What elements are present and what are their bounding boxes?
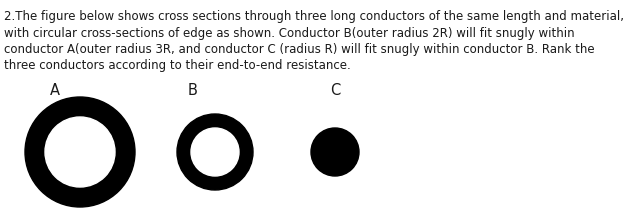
Ellipse shape: [25, 97, 135, 207]
Text: three conductors according to their end-to-end resistance.: three conductors according to their end-…: [4, 60, 351, 73]
Text: A: A: [50, 83, 60, 98]
Text: with circular cross-sections of edge as shown. Conductor B(outer radius 2R) will: with circular cross-sections of edge as …: [4, 27, 575, 40]
Ellipse shape: [45, 117, 115, 187]
Ellipse shape: [311, 128, 359, 176]
Text: B: B: [188, 83, 198, 98]
Text: 2.The figure below shows cross sections through three long conductors of the sam: 2.The figure below shows cross sections …: [4, 10, 624, 23]
Text: C: C: [330, 83, 340, 98]
Ellipse shape: [191, 128, 239, 176]
Ellipse shape: [177, 114, 253, 190]
Text: conductor A(outer radius 3R, and conductor C (radius R) will fit snugly within c: conductor A(outer radius 3R, and conduct…: [4, 43, 594, 56]
